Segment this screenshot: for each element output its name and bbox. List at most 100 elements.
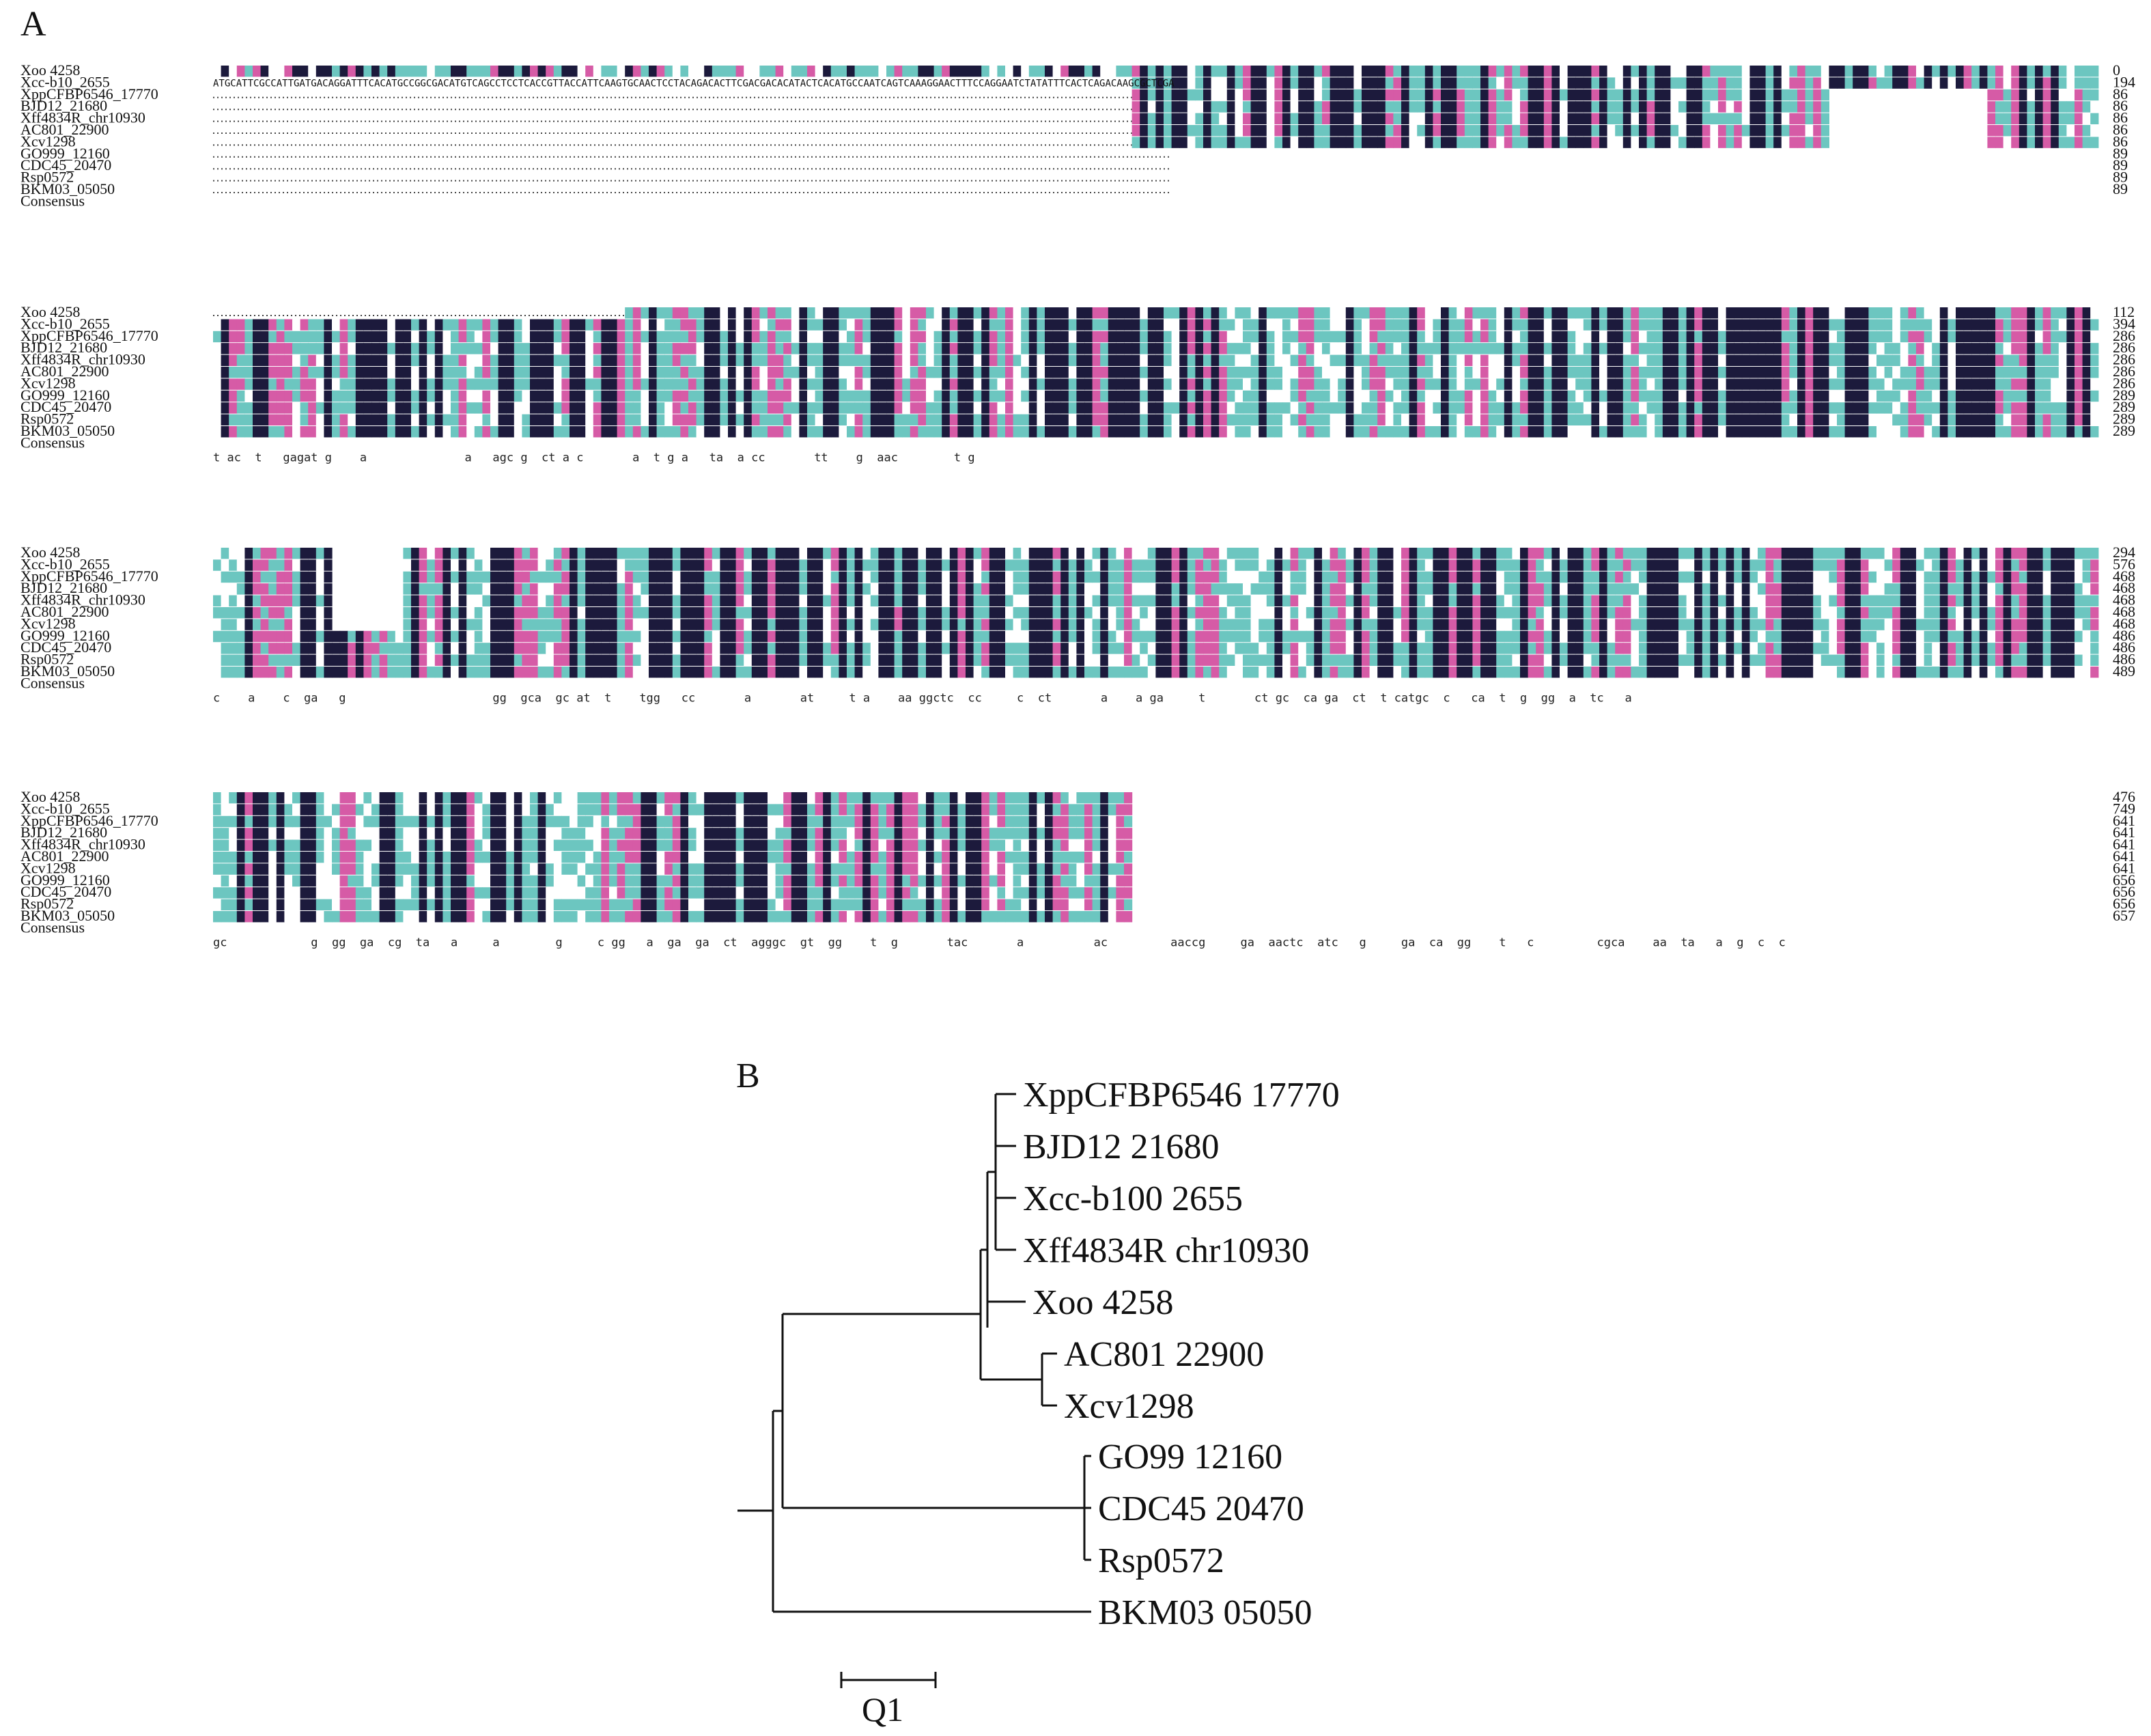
residue-cell: [1179, 402, 1188, 414]
residue-cell: [2035, 367, 2044, 378]
residue-cell: [1781, 402, 1790, 414]
residue-cell: [1900, 390, 1909, 402]
residue-cell: [1536, 331, 1545, 343]
residue-cell: [839, 414, 847, 425]
residue-cell: [1282, 77, 1291, 89]
residue-cell: [1963, 548, 1972, 559]
residue-cell: [561, 77, 570, 89]
residue-cell: [1290, 160, 1299, 172]
residue-cell: [1591, 89, 1600, 101]
residue-cell: [1773, 160, 1782, 172]
residue-cell: [2082, 137, 2091, 148]
residue-cell: [1655, 426, 1663, 438]
residue-cell: [1765, 172, 1774, 184]
residue-cell: [1829, 559, 1838, 571]
residue-cell: [1876, 319, 1885, 331]
residue-cell: [1124, 571, 1133, 583]
residue-cell: [1203, 101, 1212, 113]
residue-cell: [1084, 402, 1093, 414]
residue-cell: [641, 331, 649, 343]
residue-cell: [704, 77, 713, 89]
residue-cell: [1140, 343, 1149, 354]
residue-cell: [1021, 331, 1030, 343]
residue-cell: [1266, 160, 1275, 172]
residue-cell: [1948, 583, 1956, 595]
residue-cell: [1631, 160, 1640, 172]
residue-cell: [1726, 402, 1734, 414]
residue-cell: [704, 414, 713, 425]
residue-cell: [300, 559, 309, 571]
residue-cell: [482, 77, 491, 89]
residue-cell: [379, 378, 388, 390]
residue-cell: [1338, 390, 1347, 402]
residue-cell: [387, 367, 396, 378]
residue-cell: [641, 548, 649, 559]
residue-cell: [720, 354, 729, 366]
residue-cell: [1480, 331, 1489, 343]
residue-cell: [1702, 548, 1711, 559]
residue-cell: [609, 571, 618, 583]
residue-cell: [1939, 184, 1948, 196]
residue-cell: [1171, 77, 1180, 89]
residue-cell: [1607, 319, 1616, 331]
residue-cell: [1472, 402, 1481, 414]
residue-cell: [1844, 319, 1853, 331]
residue-cell: [1021, 343, 1030, 354]
residue-cell: [427, 378, 436, 390]
residue-cell: [1250, 307, 1259, 319]
residue-cell: [768, 319, 776, 331]
residue-cell: [1718, 354, 1727, 366]
end-position: 86: [2113, 121, 2128, 138]
residue-cell: [1226, 571, 1235, 583]
residue-cell: [744, 331, 753, 343]
residue-cell: [1813, 390, 1822, 402]
residue-cell: [1480, 367, 1489, 378]
residue-cell: [1480, 137, 1489, 148]
residue-cell: [744, 414, 753, 425]
residue-cell: [308, 402, 317, 414]
residue-cell: [1805, 160, 1814, 172]
residue-cell: [1536, 66, 1545, 77]
residue-cell: [1749, 331, 1758, 343]
residue-cell: [308, 548, 317, 559]
residue-cell: [530, 66, 539, 77]
residue-cell: [1694, 354, 1703, 366]
residue-cell: [363, 390, 372, 402]
residue-cell: [1758, 343, 1767, 354]
residue-cell: [419, 354, 427, 366]
residue-cell: [1480, 571, 1489, 583]
residue-cell: [696, 402, 705, 414]
residue-cell: [348, 426, 356, 438]
residue-cell: [664, 402, 673, 414]
residue-cell: [1266, 319, 1275, 331]
residue-cell: [1266, 571, 1275, 583]
sequence-name: BJD12_21680: [20, 339, 107, 356]
residue-cell: [878, 426, 887, 438]
residue-cell: [1472, 354, 1481, 366]
residue-cell: [1971, 66, 1980, 77]
residue-cell: [1480, 319, 1489, 331]
residue-cell: [1908, 172, 1917, 184]
residue-cell: [1646, 113, 1655, 124]
residue-cell: [1963, 184, 1972, 196]
residue-cell: [1741, 559, 1750, 571]
residue-cell: [236, 378, 245, 390]
residue-cell: [1670, 148, 1679, 160]
residue-cell: [847, 66, 856, 77]
residue-cell: [522, 331, 531, 343]
residue-cell: [910, 426, 918, 438]
residue-cell: [1655, 113, 1663, 124]
residue-cell: [1520, 319, 1529, 331]
residue-cell: [2051, 548, 2059, 559]
residue-cell: [482, 390, 491, 402]
residue-cell: [2058, 343, 2067, 354]
residue-cell: [1155, 307, 1164, 319]
residue-cell: [2051, 559, 2059, 571]
residue-cell: [1203, 343, 1212, 354]
residue-cell: [1758, 548, 1767, 559]
residue-cell: [1338, 101, 1347, 113]
residue-cell: [1338, 113, 1347, 124]
residue-cell: [1353, 354, 1362, 366]
residue-cell: [1353, 583, 1362, 595]
residue-cell: [1670, 390, 1679, 402]
